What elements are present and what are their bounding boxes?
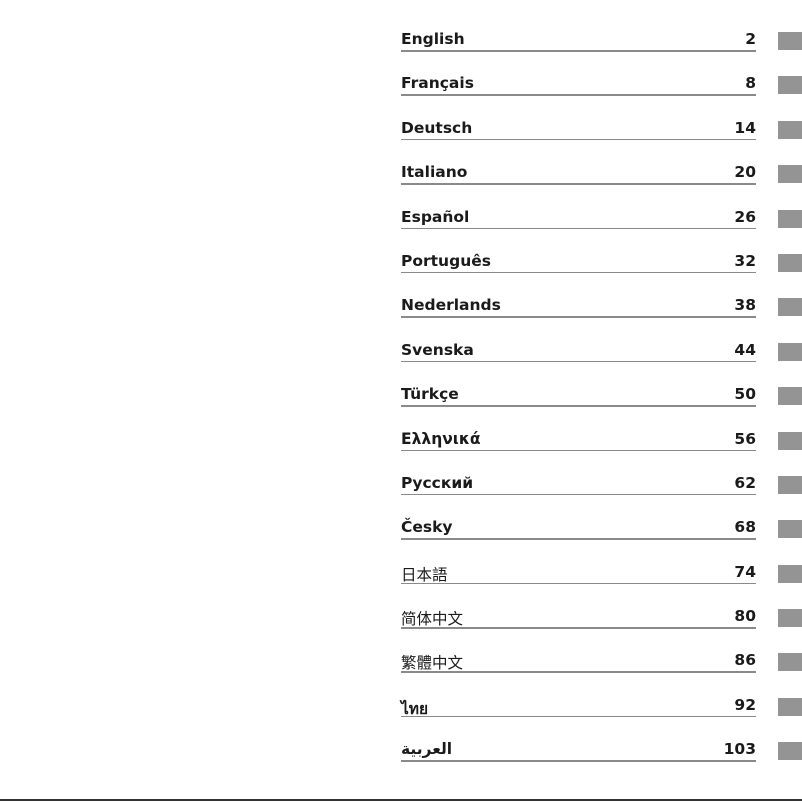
toc-underline <box>401 582 756 585</box>
toc-entry[interactable]: Italiano 20 <box>401 161 802 205</box>
toc-entry[interactable]: Svenska 44 <box>401 339 802 383</box>
toc-page-number: 103 <box>723 740 756 759</box>
toc-language-label: ไทย <box>401 699 429 718</box>
toc-entry[interactable]: Español 26 <box>401 206 802 250</box>
section-tab-marker <box>778 165 802 184</box>
section-tab-marker <box>778 742 802 761</box>
page-bottom-rule <box>0 799 802 801</box>
toc-entry[interactable]: Português 32 <box>401 250 802 294</box>
toc-page-number: 8 <box>745 74 756 93</box>
toc-entry[interactable]: Русский 62 <box>401 472 802 516</box>
toc-page-number: 68 <box>734 518 756 537</box>
section-tab-marker <box>778 387 802 406</box>
toc-page-number: 38 <box>734 296 756 315</box>
toc-language-label: 简体中文 <box>401 610 464 629</box>
toc-page-number: 50 <box>734 385 756 404</box>
section-tab-marker <box>778 209 802 228</box>
table-of-contents: English 2 Français 8 Deutsch 14 Italiano… <box>401 28 802 783</box>
toc-entry[interactable]: 简体中文 80 <box>401 605 802 649</box>
toc-entry[interactable]: Nederlands 38 <box>401 294 802 338</box>
toc-underline <box>401 715 756 718</box>
section-tab-marker <box>778 120 802 139</box>
toc-language-label: العربية <box>401 740 453 759</box>
toc-language-label: Türkçe <box>401 385 459 404</box>
toc-entry[interactable]: Česky 68 <box>401 516 802 560</box>
toc-page-number: 74 <box>734 562 756 581</box>
toc-underline <box>401 671 756 673</box>
toc-entry[interactable]: 日本語 74 <box>401 561 802 605</box>
section-tab-marker <box>778 520 802 539</box>
toc-page-number: 2 <box>745 30 756 48</box>
section-tab-marker <box>778 32 802 50</box>
toc-underline <box>401 227 756 230</box>
toc-language-label: Italiano <box>401 163 468 182</box>
toc-underline <box>401 50 756 52</box>
toc-page-number: 44 <box>734 340 756 359</box>
toc-underline <box>401 360 756 363</box>
toc-page-number: 20 <box>734 163 756 182</box>
toc-language-label: Español <box>401 207 470 226</box>
toc-language-label: Česky <box>401 518 453 537</box>
toc-underline <box>401 183 756 185</box>
toc-entry[interactable]: العربية 103 <box>401 738 802 782</box>
toc-language-label: Svenska <box>401 340 474 359</box>
section-tab-marker <box>778 653 802 672</box>
section-tab-marker <box>778 564 802 583</box>
toc-underline <box>401 271 756 274</box>
toc-underline <box>401 138 756 141</box>
toc-underline <box>401 627 756 629</box>
section-tab-marker <box>778 342 802 361</box>
toc-language-label: Nederlands <box>401 296 501 315</box>
toc-underline <box>401 449 756 452</box>
toc-language-label: 繁體中文 <box>401 654 464 673</box>
toc-page-number: 56 <box>734 429 756 448</box>
toc-page-number: 26 <box>734 207 756 226</box>
toc-language-label: Ελληνικά <box>401 429 481 448</box>
toc-underline <box>401 316 756 318</box>
section-tab-marker <box>778 76 802 95</box>
toc-page-number: 32 <box>734 251 756 270</box>
toc-underline <box>401 493 756 496</box>
section-tab-marker <box>778 298 802 317</box>
toc-entry[interactable]: Français 8 <box>401 72 802 116</box>
section-tab-marker <box>778 475 802 494</box>
toc-underline <box>401 760 756 762</box>
toc-entry[interactable]: Deutsch 14 <box>401 117 802 161</box>
toc-underline <box>401 94 756 96</box>
toc-language-label: Português <box>401 251 491 270</box>
toc-entry[interactable]: Türkçe 50 <box>401 383 802 427</box>
toc-entry[interactable]: English 2 <box>401 28 802 72</box>
section-tab-marker <box>778 697 802 716</box>
toc-language-label: 日本語 <box>401 565 448 584</box>
toc-language-label: Français <box>401 74 474 93</box>
toc-page-number: 86 <box>734 651 756 670</box>
section-tab-marker <box>778 431 802 450</box>
toc-underline <box>401 538 756 540</box>
toc-entry[interactable]: ไทย 92 <box>401 694 802 738</box>
section-tab-marker <box>778 253 802 272</box>
toc-page-number: 14 <box>734 118 756 137</box>
toc-language-label: Deutsch <box>401 118 473 137</box>
toc-entry[interactable]: 繁體中文 86 <box>401 649 802 693</box>
section-tab-marker <box>778 609 802 628</box>
toc-page-number: 62 <box>734 473 756 492</box>
toc-page-number: 80 <box>734 607 756 626</box>
toc-underline <box>401 405 756 407</box>
toc-language-label: Русский <box>401 473 474 492</box>
toc-entry[interactable]: Ελληνικά 56 <box>401 428 802 472</box>
toc-page-number: 92 <box>734 695 756 714</box>
toc-language-label: English <box>401 30 465 48</box>
